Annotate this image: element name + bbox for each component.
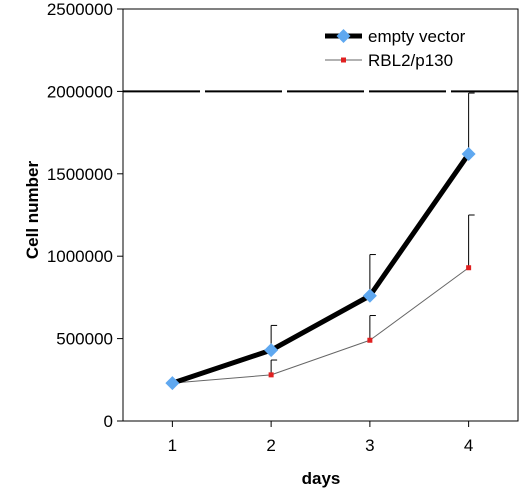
y-tick-label: 2500000: [47, 0, 113, 19]
data-point: [466, 265, 472, 271]
y-tick-label: 1000000: [47, 247, 113, 266]
x-tick-label: 3: [365, 436, 374, 455]
y-axis-title: Cell number: [23, 161, 42, 260]
legend-marker: [341, 57, 346, 63]
series-1: [169, 214, 475, 386]
x-tick-label: 1: [168, 436, 177, 455]
legend-marker: [336, 29, 351, 43]
y-tick-label: 1500000: [47, 165, 113, 184]
series-line: [172, 267, 469, 384]
legend: empty vector RBL2/p130: [325, 27, 466, 70]
plot-frame: [122, 8, 519, 422]
x-axis-title: days: [302, 469, 341, 488]
data-point: [165, 376, 180, 391]
y-tick-label: 0: [104, 412, 113, 431]
data-point: [362, 288, 377, 303]
y-tick-label: 2000000: [47, 82, 113, 101]
series-0: [165, 92, 476, 391]
legend-label: empty vector: [368, 27, 466, 46]
data-point: [268, 372, 274, 378]
data-point: [461, 147, 476, 162]
data-point: [367, 337, 373, 343]
legend-label: RBL2/p130: [368, 51, 453, 70]
series-line: [171, 152, 471, 386]
y-tick-label: 500000: [56, 330, 113, 349]
x-tick-label: 4: [464, 436, 473, 455]
x-tick-label: 2: [266, 436, 275, 455]
data-point: [264, 343, 279, 358]
